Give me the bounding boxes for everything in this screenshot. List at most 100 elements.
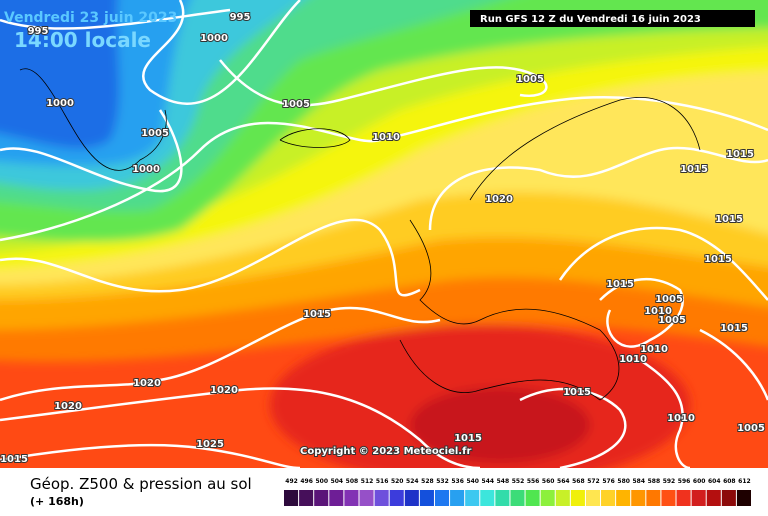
legend-label: 580 bbox=[617, 478, 630, 485]
legend-swatch bbox=[661, 490, 676, 506]
legend-swatch bbox=[434, 490, 450, 506]
isobar-label: 1005 bbox=[655, 294, 683, 305]
legend-label: 572 bbox=[587, 478, 600, 485]
legend-label: 560 bbox=[542, 478, 555, 485]
isobar-label: 995 bbox=[28, 26, 49, 37]
legend-swatch bbox=[465, 490, 480, 506]
legend-label: 596 bbox=[678, 478, 691, 485]
isobars bbox=[0, 0, 768, 468]
legend-label: 568 bbox=[572, 478, 585, 485]
legend-label: 540 bbox=[466, 478, 479, 485]
isobar-label: 1015 bbox=[704, 254, 732, 265]
legend-label: 528 bbox=[421, 478, 434, 485]
legend-label: 544 bbox=[482, 478, 495, 485]
legend-swatch bbox=[721, 490, 736, 506]
isobar-label: 1005 bbox=[737, 423, 765, 434]
legend-label: 552 bbox=[512, 478, 525, 485]
isobar-label: 1010 bbox=[372, 132, 400, 143]
isobar-label: 1000 bbox=[132, 164, 160, 175]
isobar-label: 1015 bbox=[720, 323, 748, 334]
isobar-label: 1005 bbox=[282, 99, 310, 110]
legend-label: 536 bbox=[451, 478, 464, 485]
run-text: Run GFS 12 Z du Vendredi 16 juin 2023 bbox=[480, 14, 701, 25]
legend-swatch bbox=[344, 490, 359, 506]
legend-label: 520 bbox=[391, 478, 404, 485]
legend-swatch bbox=[495, 490, 510, 506]
legend-label: 604 bbox=[708, 478, 721, 485]
isobar-label: 1010 bbox=[667, 413, 695, 424]
legend-label: 496 bbox=[300, 478, 313, 485]
footer-lead: (+ 168h) bbox=[30, 495, 84, 508]
legend-label: 492 bbox=[285, 478, 298, 485]
legend-label: 592 bbox=[663, 478, 676, 485]
isobar-label: 1015 bbox=[680, 164, 708, 175]
run-banner bbox=[470, 10, 755, 27]
isobar-label: 1015 bbox=[303, 309, 331, 320]
legend-label: 516 bbox=[376, 478, 389, 485]
legend-swatch bbox=[510, 490, 525, 506]
isobar-label: 1005 bbox=[516, 74, 544, 85]
legend-swatch bbox=[299, 490, 314, 506]
legend-swatch bbox=[450, 490, 465, 506]
legend-swatch bbox=[419, 490, 434, 506]
legend-swatch bbox=[616, 490, 631, 506]
legend-label: 584 bbox=[633, 478, 646, 485]
isobar-label: 1020 bbox=[485, 194, 513, 205]
isobar-label: 1015 bbox=[0, 454, 28, 465]
legend-label: 612 bbox=[738, 478, 751, 485]
legend-label: 588 bbox=[648, 478, 661, 485]
legend-label: 532 bbox=[436, 478, 449, 485]
isobar-label: 1010 bbox=[619, 354, 647, 365]
legend-swatch bbox=[736, 490, 751, 506]
isobar-label: 1015 bbox=[726, 149, 754, 160]
isobar-label: 1015 bbox=[454, 433, 482, 444]
isobar-label: 1010 bbox=[644, 306, 672, 317]
field bbox=[0, 0, 768, 468]
isobar-label: 1020 bbox=[54, 401, 82, 412]
legend-label: 504 bbox=[331, 478, 344, 485]
legend-label: 564 bbox=[557, 478, 570, 485]
legend-swatch bbox=[706, 490, 721, 506]
legend-swatch bbox=[570, 490, 585, 506]
legend-label: 556 bbox=[527, 478, 540, 485]
legend-swatch bbox=[540, 490, 555, 506]
isobar-label: 1020 bbox=[210, 385, 238, 396]
legend-label: 608 bbox=[723, 478, 736, 485]
legend-swatch bbox=[284, 490, 299, 506]
isobar-label: 1015 bbox=[563, 387, 591, 398]
legend-swatch bbox=[691, 490, 706, 506]
isobar-label: 1000 bbox=[46, 98, 74, 109]
isobar-label: 1020 bbox=[133, 378, 161, 389]
isobar-label: 1010 bbox=[640, 344, 668, 355]
legend-label: 500 bbox=[315, 478, 328, 485]
legend-label: 576 bbox=[602, 478, 615, 485]
isobar-label: 995 bbox=[230, 12, 251, 23]
legend-swatch bbox=[585, 490, 601, 506]
isobar-label: 1005 bbox=[658, 315, 686, 326]
legend-swatch bbox=[525, 490, 540, 506]
footer-title: Géop. Z500 & pression au sol bbox=[30, 475, 252, 493]
legend-label: 524 bbox=[406, 478, 419, 485]
legend-swatch bbox=[480, 490, 495, 506]
time: 14:00 locale bbox=[14, 28, 151, 52]
legend-swatch bbox=[359, 490, 374, 506]
legend-label: 508 bbox=[346, 478, 359, 485]
legend-swatch bbox=[555, 490, 570, 506]
copyright: Copyright © 2023 Meteociel.fr bbox=[300, 446, 471, 457]
legend-swatch bbox=[631, 490, 646, 506]
isobar-label: 1000 bbox=[200, 33, 228, 44]
isobar-label: 1015 bbox=[715, 214, 743, 225]
legend-label: 512 bbox=[361, 478, 374, 485]
legend-swatch bbox=[374, 490, 389, 506]
coastlines bbox=[19, 68, 701, 401]
legend-swatch bbox=[389, 490, 404, 506]
legend-label: 600 bbox=[693, 478, 706, 485]
isobar-label: 1025 bbox=[196, 439, 224, 450]
date: Vendredi 23 juin 2023 bbox=[4, 10, 177, 26]
legend-swatch bbox=[404, 490, 419, 506]
legend-swatch bbox=[329, 490, 344, 506]
legend-swatch bbox=[601, 490, 616, 506]
isobar-label: 1015 bbox=[606, 279, 634, 290]
legend-swatch bbox=[676, 490, 691, 506]
